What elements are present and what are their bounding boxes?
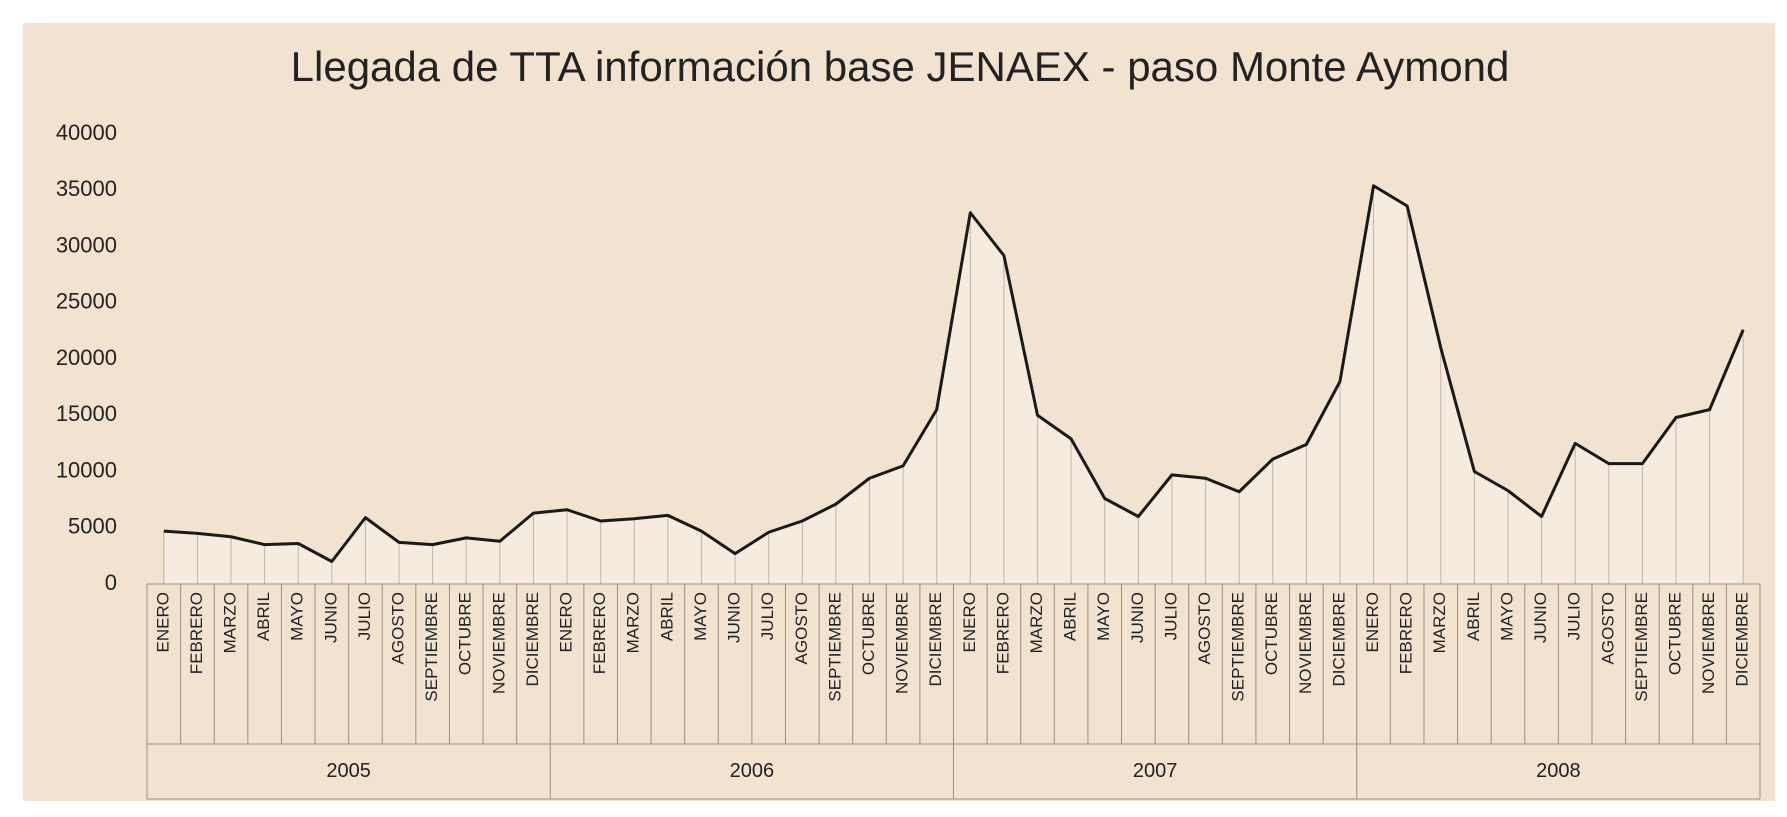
x-tick-label: MARZO — [1430, 592, 1449, 653]
area — [163, 185, 1744, 584]
group-label: 2005 — [326, 760, 371, 782]
x-tick-label: AGOSTO — [1598, 592, 1617, 664]
x-tick-label: MARZO — [624, 592, 643, 653]
line — [163, 184, 1745, 563]
x-tick-label: JUNIO — [321, 592, 340, 643]
x-tick-label: DICIEMBRE — [523, 592, 542, 686]
x-tick-label: JULIO — [758, 592, 777, 640]
x-tick-label: JUNIO — [725, 592, 744, 643]
x-tick-label: ABRIL — [254, 592, 273, 641]
x-tick-label: SEPTIEMBRE — [825, 592, 844, 702]
x-tick-label: SEPTIEMBRE — [1229, 592, 1248, 702]
y-tick-label: 35000 — [56, 176, 117, 201]
x-tick-label: SEPTIEMBRE — [422, 592, 441, 702]
y-tick-label: 25000 — [56, 289, 117, 314]
x-tick-label: ABRIL — [1061, 592, 1080, 641]
x-tick-label: FEBRERO — [187, 592, 206, 674]
x-tick-label: JUNIO — [1531, 592, 1550, 643]
x-tick-label: NOVIEMBRE — [1699, 592, 1718, 694]
x-tick-label: ENERO — [557, 592, 576, 652]
x-tick-label: ABRIL — [1464, 592, 1483, 641]
x-tick-label: MAYO — [691, 592, 710, 641]
x-tick-label: DICIEMBRE — [926, 592, 945, 686]
chart-title: Llegada de TTA información base JENAEX -… — [291, 43, 1510, 90]
x-tick-label: MAYO — [288, 592, 307, 641]
x-tick-label: ENERO — [960, 592, 979, 652]
y-tick-label: 40000 — [56, 120, 117, 145]
x-tick-label: FEBRERO — [993, 592, 1012, 674]
x-tick-label: FEBRERO — [590, 592, 609, 674]
y-tick-label: 30000 — [56, 232, 117, 257]
x-tick-label: MAYO — [1497, 592, 1516, 641]
x-tick-label: JULIO — [1565, 592, 1584, 640]
x-tick-label: FEBRERO — [1397, 592, 1416, 674]
y-tick-label: 5000 — [68, 514, 117, 539]
x-tick-label: ENERO — [1363, 592, 1382, 652]
group-label: 2006 — [730, 760, 775, 782]
y-tick-label: 20000 — [56, 345, 117, 370]
x-tick-label: ABRIL — [657, 592, 676, 641]
x-tick-label: DICIEMBRE — [1733, 592, 1752, 686]
x-tick-label: OCTUBRE — [1665, 592, 1684, 675]
x-tick-label: ENERO — [153, 592, 172, 652]
y-tick-label: 0 — [105, 570, 117, 595]
y-tick-label: 15000 — [56, 401, 117, 426]
x-tick-label: DICIEMBRE — [1329, 592, 1348, 686]
x-tick-label: JULIO — [355, 592, 374, 640]
x-tick-label: NOVIEMBRE — [489, 592, 508, 694]
group-label: 2007 — [1133, 760, 1178, 782]
x-tick-label: AGOSTO — [792, 592, 811, 664]
x-tick-label: MARZO — [220, 592, 239, 653]
x-tick-label: AGOSTO — [389, 592, 408, 664]
x-tick-label: OCTUBRE — [859, 592, 878, 675]
x-tick-label: MARZO — [1027, 592, 1046, 653]
x-tick-label: SEPTIEMBRE — [1632, 592, 1651, 702]
group-label: 2008 — [1536, 760, 1581, 782]
x-tick-label: NOVIEMBRE — [893, 592, 912, 694]
x-tick-label: JULIO — [1161, 592, 1180, 640]
x-tick-label: JUNIO — [1128, 592, 1147, 643]
x-tick-label: AGOSTO — [1195, 592, 1214, 664]
x-tick-label: OCTUBRE — [456, 592, 475, 675]
x-tick-label: NOVIEMBRE — [1296, 592, 1315, 694]
x-tick-label: OCTUBRE — [1262, 592, 1281, 675]
y-tick-label: 10000 — [56, 457, 117, 482]
x-tick-label: MAYO — [1094, 592, 1113, 641]
